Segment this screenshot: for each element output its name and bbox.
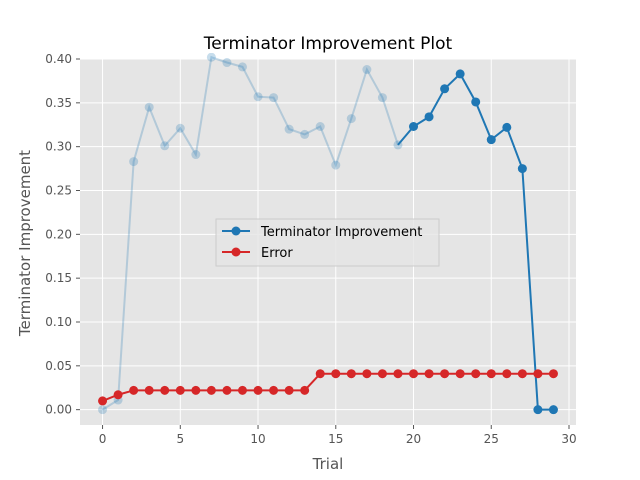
legend-marker-error: [231, 247, 241, 257]
terminator-point: [362, 65, 372, 75]
error-point: [517, 369, 527, 379]
terminator-point: [440, 84, 450, 94]
error-point: [206, 385, 216, 395]
x-tick-label: 30: [561, 432, 576, 446]
y-tick-label: 0.10: [45, 315, 72, 329]
terminator-point: [486, 135, 496, 145]
x-tick-label: 15: [328, 432, 343, 446]
error-point: [377, 369, 387, 379]
error-point: [502, 369, 512, 379]
x-tick-label: 25: [484, 432, 499, 446]
error-point: [253, 385, 263, 395]
error-point: [362, 369, 372, 379]
error-point: [486, 369, 496, 379]
terminator-point: [393, 140, 403, 150]
error-point: [222, 385, 232, 395]
y-tick-label: 0.05: [45, 359, 72, 373]
legend-box: [215, 218, 440, 267]
error-point: [191, 385, 201, 395]
y-axis-label: Terminator Improvement: [16, 150, 34, 337]
error-point: [113, 390, 123, 400]
terminator-point: [315, 122, 325, 132]
terminator-point: [533, 405, 543, 415]
legend-marker-terminator: [231, 226, 241, 236]
x-axis-label: Trial: [312, 455, 344, 473]
y-tick-label: 0.00: [45, 403, 72, 417]
x-tick-label: 20: [406, 432, 421, 446]
x-tick-label: 5: [176, 432, 184, 446]
terminator-point: [98, 405, 108, 415]
terminator-point: [424, 112, 434, 122]
terminator-point: [455, 69, 465, 79]
legend-label-error: Error: [261, 246, 293, 261]
terminator-point: [517, 164, 527, 174]
terminator-line-faded: [102, 55, 399, 411]
error-point: [346, 369, 356, 379]
terminator-point: [346, 114, 356, 124]
error-point: [455, 369, 465, 379]
terminator-point: [377, 93, 387, 103]
error-point: [548, 369, 558, 379]
terminator-point: [269, 93, 279, 103]
terminator-point: [548, 405, 558, 415]
terminator-point: [237, 62, 247, 72]
y-tick-label: 0.30: [45, 140, 72, 154]
error-point: [440, 369, 450, 379]
error-point: [331, 369, 341, 379]
y-tick-label: 0.25: [45, 183, 72, 197]
terminator-point: [502, 122, 512, 132]
legend-label-terminator: Terminator Improvement: [260, 225, 422, 240]
error-point: [269, 385, 279, 395]
error-point: [160, 385, 170, 395]
terminator-point: [253, 92, 263, 102]
error-point: [144, 385, 154, 395]
terminator-point: [160, 141, 170, 151]
terminator-point: [222, 58, 232, 68]
x-axis-ticks: 0 5 10 15 20 25 30: [99, 425, 577, 446]
terminator-point: [284, 124, 294, 134]
error-point: [98, 396, 108, 406]
terminator-point: [409, 122, 419, 132]
y-tick-label: 0.40: [45, 52, 72, 66]
error-point: [409, 369, 419, 379]
chart-title: Terminator Improvement Plot: [203, 34, 453, 54]
error-point: [471, 369, 481, 379]
terminator-point: [175, 123, 185, 133]
y-tick-label: 0.15: [45, 271, 72, 285]
error-point: [129, 385, 139, 395]
terminator-point: [191, 150, 201, 160]
y-tick-label: 0.20: [45, 227, 72, 241]
error-point: [533, 369, 543, 379]
series-layer: [98, 53, 558, 415]
y-tick-label: 0.35: [45, 96, 72, 110]
error-point: [237, 385, 247, 395]
terminator-point: [331, 160, 341, 170]
terminator-point: [129, 157, 139, 167]
x-tick-label: 0: [99, 432, 107, 446]
error-point: [315, 369, 325, 379]
error-point: [175, 385, 185, 395]
y-axis-ticks: 0.00 0.05 0.10 0.15 0.20 0.25 0.30 0.35 0.40: [45, 52, 80, 417]
terminator-point: [144, 102, 154, 112]
terminator-point: [206, 53, 216, 62]
error-point: [424, 369, 434, 379]
terminator-point: [471, 97, 481, 107]
x-tick-label: 10: [250, 432, 265, 446]
error-point: [300, 385, 310, 395]
terminator-point: [300, 129, 310, 139]
legend: Terminator Improvement Error: [215, 218, 440, 267]
error-point: [284, 385, 294, 395]
error-point: [393, 369, 403, 379]
